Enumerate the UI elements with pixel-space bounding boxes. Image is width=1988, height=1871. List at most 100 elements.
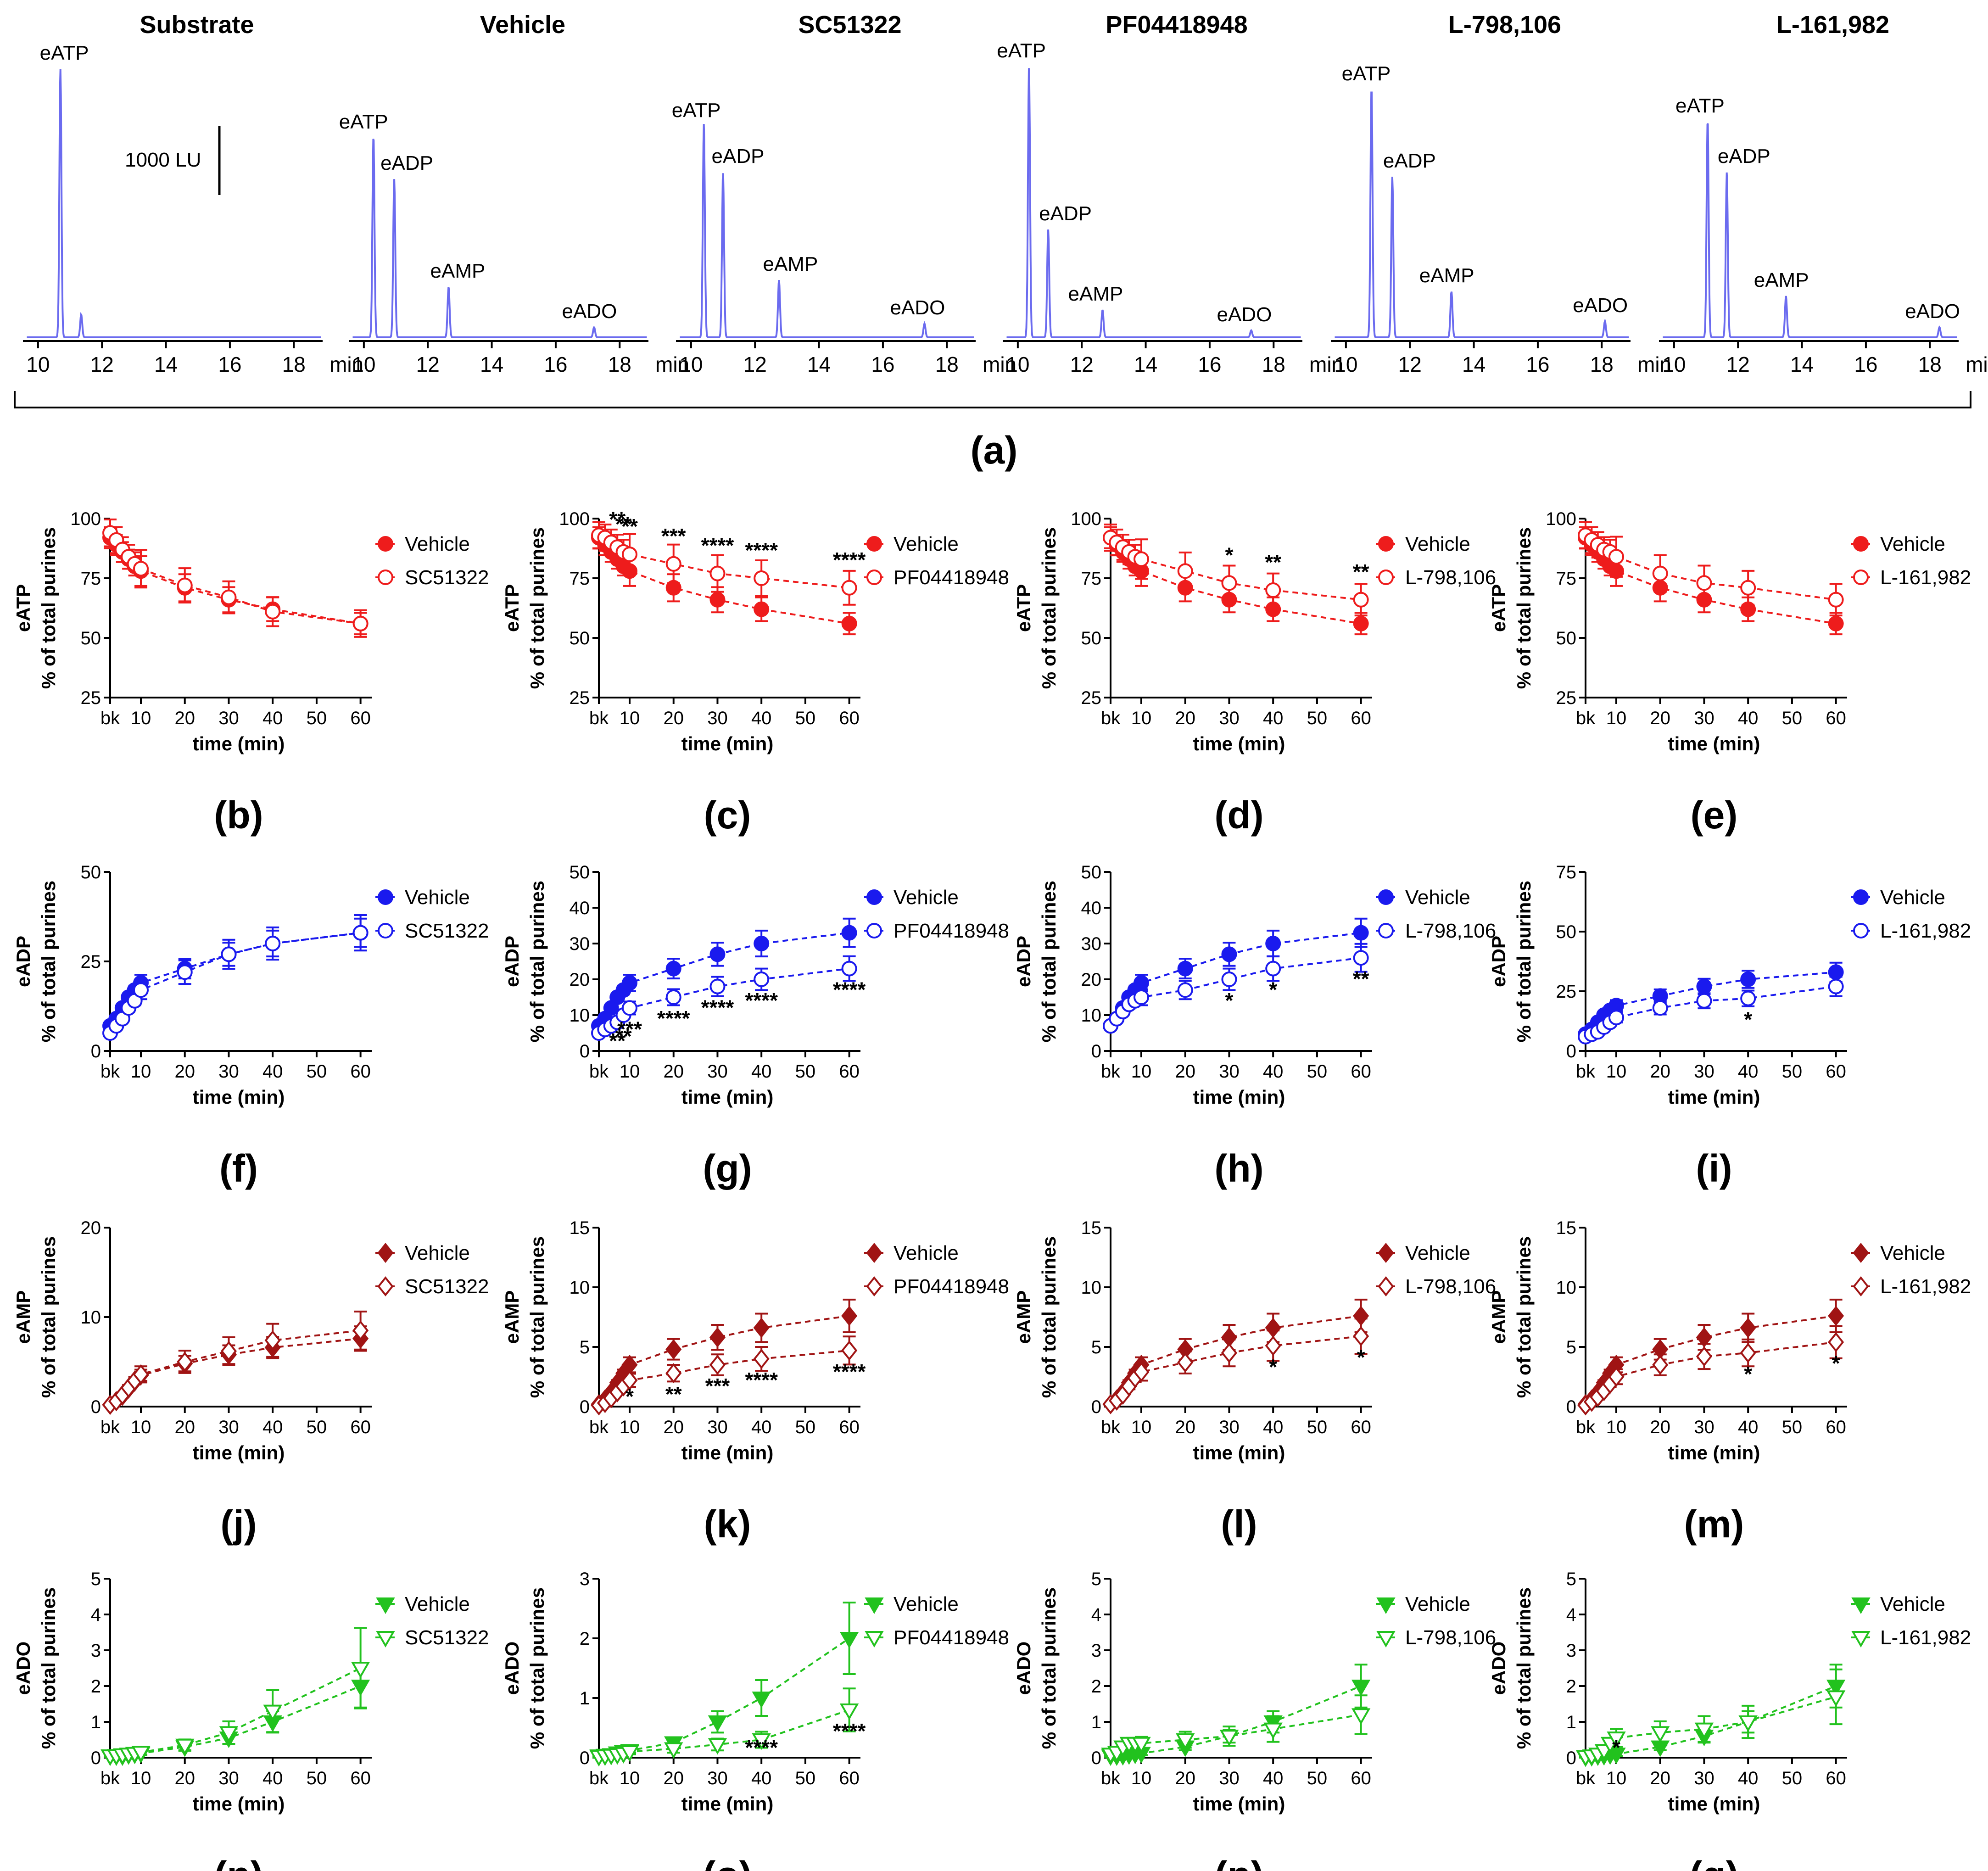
y-axis-label-common: % of total purines: [38, 1236, 59, 1398]
peak-label-eamp: eAMP: [430, 260, 486, 282]
x-tick-label: 20: [1650, 708, 1670, 728]
x-tick-label: 30: [707, 1061, 728, 1082]
vehicle-point: [866, 889, 882, 905]
y-tick-label: 25: [570, 688, 590, 708]
significance-marker: ***: [617, 1017, 642, 1041]
chromatogram-x-tick-label: 12: [1726, 352, 1750, 376]
significance-marker: *: [1357, 1346, 1365, 1369]
legend-drug-label: L-161,982: [1880, 1275, 1971, 1298]
y-tick-label: 10: [570, 1278, 590, 1298]
vehicle-point: [1353, 925, 1369, 941]
y-axis-label-common: % of total purines: [1513, 881, 1535, 1042]
drug-point: [1132, 1737, 1151, 1754]
significance-marker: ****: [701, 534, 734, 558]
y-tick-label: 75: [1556, 862, 1577, 882]
x-axis-label: time (min): [1668, 1793, 1760, 1815]
chromatogram-x-tick-label: 18: [282, 352, 306, 376]
y-tick-label: 75: [1081, 569, 1102, 589]
legend-drug-label: L-798,106: [1405, 566, 1496, 589]
x-tick-label: bk: [101, 1417, 120, 1437]
drug-point: [1353, 1326, 1369, 1346]
significance-marker: *: [625, 1385, 634, 1408]
panel-label: (k): [704, 1502, 751, 1546]
drug-point: [1265, 1335, 1281, 1356]
x-tick-label: 40: [1738, 1061, 1759, 1082]
y-tick-label: 10: [1081, 1278, 1102, 1298]
drug-point: [709, 1355, 726, 1375]
legend-vehicle-label: Vehicle: [1880, 1242, 1945, 1264]
drug-point: [1378, 570, 1394, 585]
x-tick-label: 60: [839, 1768, 860, 1788]
x-tick-label: 60: [839, 1061, 860, 1082]
x-axis-label: time (min): [193, 1793, 285, 1815]
drug-point: [1133, 1362, 1150, 1382]
significance-marker: *: [1744, 1362, 1752, 1386]
x-tick-label: 50: [1307, 1417, 1328, 1437]
y-axis-label-common: % of total purines: [1038, 1587, 1060, 1749]
panel-eado-4: 0 1 2 3 4 5 bk 10 20 30 40 50 60 time (min) % of total…: [1488, 1569, 1971, 1871]
drug-line: [1585, 1341, 1836, 1407]
panel-eamp-2: 0 5 10 15 bk 10 20 30 40 50 60 time (min) % of total…: [501, 1218, 1009, 1546]
drug-point: [1221, 575, 1237, 591]
x-axis-label: time (min): [193, 1442, 285, 1463]
vehicle-point: [1828, 615, 1844, 631]
y-tick-label: 10: [1081, 1005, 1102, 1026]
x-tick-label: 30: [1694, 1061, 1714, 1082]
significance-marker: *: [1269, 978, 1277, 1002]
chromatogram-x-tick-label: 10: [1662, 352, 1686, 376]
y-axis-label: eAMP: [12, 1290, 34, 1344]
chromatogram-title: PF04418948: [1106, 11, 1247, 39]
vehicle-point: [708, 1715, 727, 1732]
x-tick-label: 20: [174, 708, 195, 728]
drug-point: [352, 925, 369, 941]
drug-point: [621, 1370, 638, 1391]
drug-point: [221, 589, 237, 605]
panel-label: (q): [1689, 1854, 1738, 1871]
drug-point: [133, 1364, 149, 1385]
x-tick-label: 40: [1738, 1768, 1759, 1788]
drug-point: [1134, 551, 1150, 567]
drug-line: [110, 1667, 361, 1757]
x-tick-label: 30: [218, 708, 239, 728]
vehicle-point: [1378, 1243, 1394, 1263]
panel-eatp-3: 25 50 75 100 bk 10 20 30 40 50 60 time (min) % of to…: [1013, 509, 1496, 837]
x-tick-label: 60: [1351, 1417, 1371, 1437]
panel-eadp-4: 0 25 50 75 bk 10 20 30 40 50 60 time (min) % of tota…: [1488, 862, 1971, 1190]
chromatogram-x-tick-label: 10: [352, 352, 375, 376]
y-tick-label: 25: [1081, 688, 1102, 708]
y-tick-label: 10: [81, 1307, 101, 1328]
x-tick-label: 40: [1263, 708, 1284, 728]
chromatogram-x-unit: min: [1309, 352, 1343, 376]
x-tick-label: 60: [350, 1061, 371, 1082]
y-tick-label: 0: [1091, 1397, 1101, 1417]
x-axis-label: time (min): [1668, 1442, 1760, 1463]
drug-point: [664, 1742, 683, 1759]
legend-drug-label: L-161,982: [1880, 566, 1971, 589]
x-tick-label: 30: [1219, 1768, 1240, 1788]
drug-point: [1134, 989, 1150, 1005]
x-axis-label: time (min): [193, 733, 285, 754]
y-tick-label: 0: [1091, 1748, 1101, 1768]
chromatogram-x-tick-label: 12: [90, 352, 114, 376]
x-tick-label: 30: [1219, 1417, 1240, 1437]
panel-eamp-4: 0 5 10 15 bk 10 20 30 40 50 60 time (min) % of total…: [1488, 1218, 1971, 1546]
x-tick-label: bk: [589, 1061, 609, 1082]
x-tick-label: 40: [751, 1768, 772, 1788]
drug-point: [263, 1704, 282, 1721]
y-tick-label: 0: [91, 1041, 101, 1061]
vehicle-point: [841, 925, 857, 941]
peak-label-eadp: eADP: [1039, 202, 1092, 225]
drug-point: [1651, 1726, 1670, 1743]
drug-point: [1740, 1343, 1756, 1363]
chromatogram-trace: [352, 139, 647, 338]
drug-point: [620, 1745, 639, 1762]
x-tick-label: 30: [218, 1417, 239, 1437]
drug-point: [1738, 1715, 1758, 1732]
y-tick-label: 1: [91, 1712, 101, 1732]
y-tick-label: 0: [1091, 1041, 1101, 1061]
vehicle-point: [1853, 1243, 1869, 1263]
vehicle-point: [753, 1318, 770, 1338]
y-tick-label: 5: [1091, 1569, 1101, 1589]
legend-vehicle-label: Vehicle: [405, 1593, 470, 1615]
x-tick-label: 30: [1694, 708, 1714, 728]
